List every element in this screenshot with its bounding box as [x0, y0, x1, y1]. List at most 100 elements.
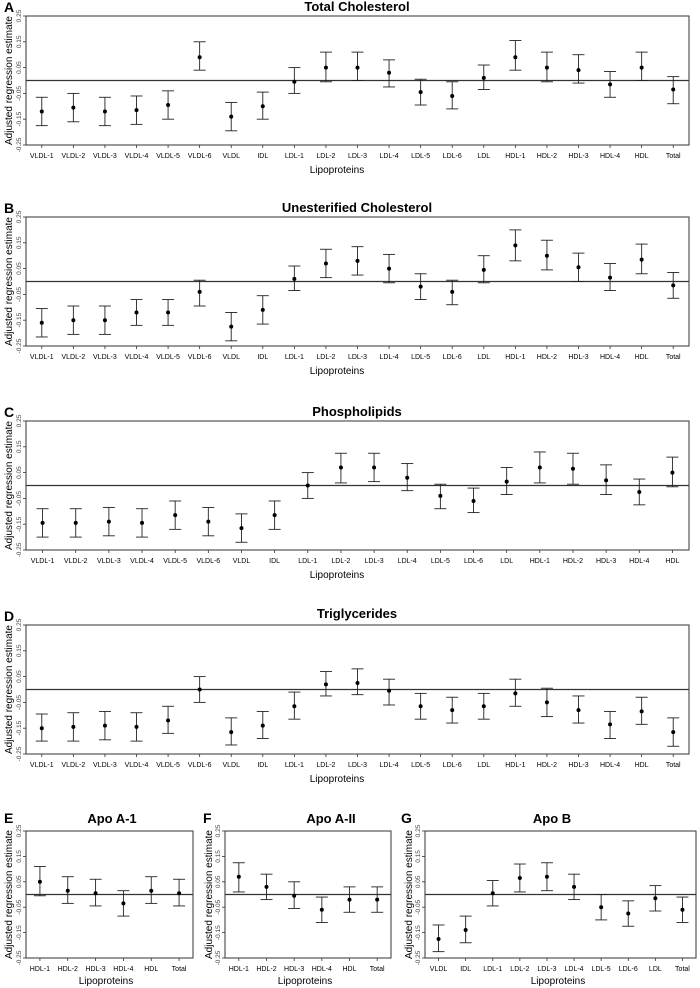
x-tick-label: HDL	[635, 762, 649, 769]
estimate-point	[639, 65, 644, 70]
estimate-point	[471, 498, 476, 503]
x-axis-label: Lipoproteins	[310, 774, 364, 785]
x-tick-label: LDL-1	[285, 153, 304, 160]
x-tick-label: HDL-1	[530, 558, 550, 565]
estimate-point	[292, 704, 297, 709]
y-axis-label: Adjusted regression estimate	[4, 421, 15, 550]
x-tick-label: LDL-1	[298, 558, 317, 565]
x-tick-label: LDL-5	[411, 153, 430, 160]
x-tick-label: VLDL-1	[30, 762, 54, 769]
y-tick-label: -0.15	[16, 312, 23, 327]
x-tick-label: HDL-1	[30, 966, 50, 973]
x-tick-label: LDL-4	[565, 966, 584, 973]
estimate-point	[347, 897, 352, 902]
estimate-point	[65, 888, 70, 893]
x-tick-label: IDL	[460, 966, 471, 973]
x-tick-label: LDL-3	[348, 762, 367, 769]
x-tick-label: VLDL-3	[93, 354, 117, 361]
y-tick-label: 0.05	[16, 875, 23, 888]
y-tick-label: -0.15	[16, 720, 23, 735]
estimate-point	[197, 55, 202, 60]
estimate-point	[71, 724, 76, 729]
estimate-point	[537, 465, 542, 470]
estimate-point	[670, 470, 675, 475]
estimate-point	[319, 907, 324, 912]
y-axis-label: Adjusted regression estimate	[4, 625, 15, 754]
estimate-point	[639, 257, 644, 262]
panel-letter: C	[4, 404, 14, 420]
x-tick-label: IDL	[257, 153, 268, 160]
x-tick-label: HDL-4	[600, 354, 620, 361]
x-tick-label: LDL	[477, 762, 490, 769]
estimate-point	[93, 891, 98, 896]
x-tick-label: HDL-3	[568, 762, 588, 769]
estimate-point	[166, 103, 171, 108]
x-tick-label: VLDL-6	[196, 558, 220, 565]
x-tick-label: LDL-2	[316, 153, 335, 160]
x-axis-label: Lipoproteins	[310, 570, 364, 581]
panel-b: B Unesterified Cholesterol 0.25 0.15 0.05 -0.…	[4, 200, 690, 377]
estimate-point	[292, 79, 297, 84]
x-tick-label: LDL-4	[380, 354, 399, 361]
estimate-point	[671, 87, 676, 92]
x-tick-label: HDL-2	[537, 762, 557, 769]
x-tick-label: LDL-4	[380, 762, 399, 769]
x-tick-label: LDL-3	[348, 354, 367, 361]
estimate-point	[39, 726, 44, 731]
estimate-point	[355, 258, 360, 263]
estimate-point	[608, 82, 613, 87]
x-tick-label: VLDL-2	[61, 153, 85, 160]
x-tick-label: VLDL-6	[188, 153, 212, 160]
estimate-point	[134, 108, 139, 113]
estimate-point	[206, 519, 211, 524]
estimate-point	[323, 261, 328, 266]
estimate-point	[450, 289, 455, 294]
x-tick-label: HDL-3	[284, 966, 304, 973]
x-tick-label: HDL-4	[629, 558, 649, 565]
x-tick-label: VLDL-6	[188, 354, 212, 361]
estimate-point	[504, 479, 509, 484]
x-tick-label: VLDL	[222, 762, 240, 769]
y-tick-label: -0.25	[16, 542, 23, 557]
panel-a: A Total Cholesterol 0.25 0.15 0.05 -0.05 -0.15…	[4, 0, 690, 176]
estimate-point	[375, 897, 380, 902]
estimate-point	[140, 520, 145, 525]
estimate-point	[570, 466, 575, 471]
x-tick-label: VLDL-1	[30, 354, 54, 361]
estimate-point	[272, 513, 277, 518]
estimate-point	[544, 874, 549, 879]
estimate-point	[544, 700, 549, 705]
y-tick-label: 0.15	[16, 644, 23, 657]
estimate-point	[576, 708, 581, 713]
estimate-point	[653, 896, 658, 901]
x-tick-label: LDL-5	[411, 354, 430, 361]
y-tick-label: 0.25	[215, 824, 222, 837]
panel-d: D Triglycerides 0.25 0.15 0.05 -0.05 -0.15 -0.2…	[4, 606, 690, 785]
y-tick-label: -0.05	[215, 899, 222, 914]
estimate-point	[418, 284, 423, 289]
x-tick-label: LDL-2	[316, 354, 335, 361]
estimate-point	[121, 901, 126, 906]
estimate-point	[134, 724, 139, 729]
panel-letter: F	[203, 810, 212, 826]
estimate-point	[305, 483, 310, 488]
y-tick-label: -0.05	[16, 899, 23, 914]
y-tick-label: -0.25	[215, 950, 222, 965]
y-tick-label: 0.15	[215, 850, 222, 863]
x-tick-label: VLDL-4	[125, 354, 149, 361]
y-tick-label: -0.25	[16, 950, 23, 965]
x-tick-label: VLDL-4	[125, 762, 149, 769]
estimate-point	[177, 891, 182, 896]
x-tick-label: LDL-6	[464, 558, 483, 565]
x-tick-label: IDL	[269, 558, 280, 565]
panel-letter: A	[4, 0, 14, 15]
estimate-point	[260, 104, 265, 109]
chart-title: Apo B	[533, 811, 571, 826]
y-tick-label: 0.15	[16, 850, 23, 863]
panel-g: G Apo B 0.25 0.15 0.05 -0.05 -0.15 -0.25Adjuste…	[401, 810, 697, 987]
y-tick-label: -0.15	[415, 925, 422, 940]
y-tick-label: -0.25	[16, 746, 23, 761]
x-axis-label: Lipoproteins	[310, 165, 364, 176]
y-tick-label: -0.05	[16, 695, 23, 710]
chart-title: Triglycerides	[317, 606, 397, 621]
